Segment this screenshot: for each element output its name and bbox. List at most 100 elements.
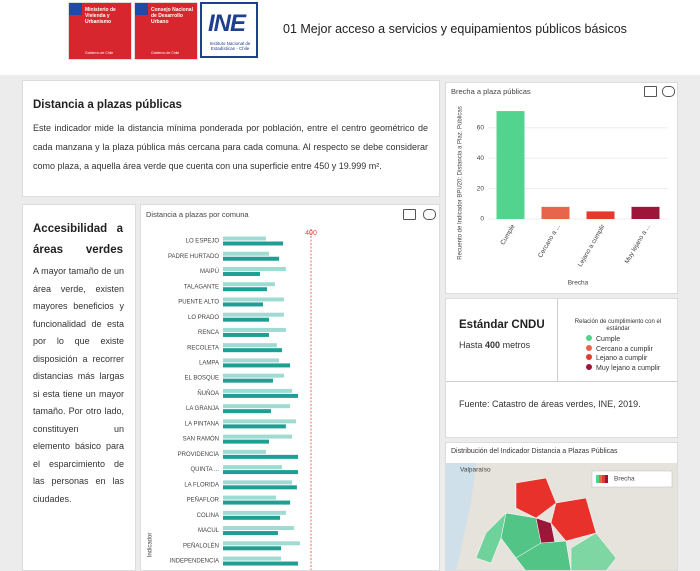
bar	[586, 211, 615, 219]
gap-panel: Brecha a plaza públicas 0 20 40 60 Cumple Cer…	[445, 82, 678, 294]
maximize-button[interactable]	[644, 86, 657, 97]
bar	[223, 526, 295, 531]
export-button[interactable]	[423, 209, 436, 220]
bar	[223, 419, 297, 424]
bar	[223, 236, 266, 241]
y-tick-label: ÑUÑOA	[197, 390, 219, 397]
bar	[223, 256, 280, 261]
bar	[223, 434, 293, 439]
legend-swatch	[586, 354, 592, 360]
bar	[223, 241, 284, 246]
bar	[223, 556, 282, 561]
y-tick-label: COLINA	[197, 513, 219, 519]
side-heading: Accesibilidad a áreas verdes	[33, 223, 123, 256]
logo-sub: Gobierno de Chile	[85, 51, 114, 55]
legend-swatch	[586, 335, 592, 341]
bar	[223, 327, 286, 332]
y-tick-label: MACUL	[198, 528, 220, 534]
y-tick-label: LAMPA	[199, 360, 219, 366]
bar	[223, 251, 269, 256]
legend-item: Lejano a cumplir	[586, 354, 660, 364]
y-tick-label: LA GRANJA	[186, 406, 219, 412]
logo-sub: Gobierno de Chile	[151, 51, 180, 55]
legend-label: Cercano a cumplir	[596, 345, 653, 353]
bar	[541, 206, 570, 219]
bar	[223, 424, 286, 429]
logo: Ministerio de Vivienda y Urbanismo Gobie…	[68, 2, 132, 60]
y-tick-label: LA FLORIDA	[184, 482, 219, 488]
y-tick-label: INDEPENDENCIA	[170, 559, 219, 565]
bar	[223, 287, 267, 292]
logo-sub: Instituto Nacional de Estadísticas - Chi…	[209, 41, 251, 51]
bar	[223, 378, 273, 383]
logo-name: Consejo Nacional de Desarrollo Urbano	[151, 7, 193, 25]
y-tick-label: RENCA	[198, 330, 219, 336]
legend-swatch	[586, 344, 592, 351]
intro-heading: Distancia a plazas públicas	[33, 99, 182, 111]
x-tick-label: Lejano a cumplir	[577, 223, 607, 269]
y-tick-label: PADRE HURTADO	[168, 254, 219, 260]
bar	[223, 312, 284, 317]
standard-heading: Estándar CNDU	[459, 319, 545, 331]
bar	[223, 546, 282, 551]
y-tick-label: 0	[480, 216, 484, 223]
logo: INE Instituto Nacional de Estadísticas -…	[200, 2, 258, 58]
bar	[223, 302, 264, 307]
y-axis-label: Recuento de Indicador BPU20: Distancia a…	[458, 106, 464, 259]
limit-prefix: Hasta	[459, 340, 483, 350]
y-tick-label: LO PRADO	[188, 315, 219, 321]
legend-label: Muy lejano a cumplir	[596, 364, 661, 372]
intro-text: Este indicador mide la distancia mínima …	[33, 123, 428, 171]
x-tick-label: Cumple	[499, 223, 516, 246]
x-tick-label: Cercano a ...	[537, 223, 562, 259]
commune-panel: Distancia a plazas por comuna LO ESPEJO P…	[140, 204, 440, 571]
y-tick-label: TALAGANTE	[184, 284, 219, 290]
source: Fuente: Catastro de áreas verdes, INE, 2…	[459, 399, 641, 409]
bar	[223, 358, 280, 363]
bar	[223, 480, 293, 485]
limit-unit: metros	[502, 340, 531, 350]
map-panel: Distribución del Indicador Distancia a P…	[445, 442, 678, 571]
standard-limit: Hasta 400 metros	[459, 340, 530, 350]
legend-item: Cercano a cumplir	[586, 344, 660, 355]
y-tick-label: PEÑAFLOR	[187, 497, 220, 504]
bar	[223, 388, 293, 393]
bar	[223, 409, 271, 414]
y-tick-label: 20	[477, 185, 485, 192]
y-axis-label: Indicador	[148, 533, 154, 558]
bar	[223, 531, 278, 536]
logo-name: Ministerio de Vivienda y Urbanismo	[85, 7, 116, 25]
bar	[223, 393, 299, 398]
chart-title: Distancia a plazas por comuna	[146, 210, 249, 219]
legend: Cumple Cercano a cumplir Lejano a cumplir M…	[586, 335, 660, 373]
bar	[223, 266, 286, 271]
reference-label: 400	[305, 230, 317, 237]
gap-chart: Brecha a plaza públicas 0 20 40 60 Cumple Cer…	[451, 87, 668, 287]
bar	[496, 111, 525, 219]
maximize-button[interactable]	[403, 209, 416, 220]
intro-panel: Distancia a plazas públicas Este indicad…	[22, 80, 440, 197]
bar	[223, 510, 286, 515]
map-title: Distribución del Indicador Distancia a P…	[451, 448, 618, 455]
legend-title: estándar	[606, 326, 630, 332]
legend-swatch	[586, 363, 592, 370]
map[interactable]: Brecha Valparaíso	[446, 463, 677, 571]
x-tick-label: Muy lejano a ...	[624, 223, 652, 265]
bar	[223, 495, 277, 500]
side-text: A mayor tamaño de un área verde, existen…	[33, 266, 124, 504]
bar	[223, 271, 260, 276]
y-tick-label: RECOLETA	[187, 345, 219, 351]
legend-title: Relación de cumplimiento con el	[574, 319, 662, 325]
y-tick-label: LA PINTANA	[185, 421, 219, 427]
map-place: Valparaíso	[460, 467, 491, 474]
page-title: 01 Mejor acceso a servicios y equipamien…	[283, 22, 627, 36]
export-button[interactable]	[662, 86, 675, 97]
bar	[223, 373, 284, 378]
bar	[223, 500, 291, 505]
bar	[223, 454, 299, 459]
bar	[223, 317, 269, 322]
legend-item: Muy lejano a cumplir	[586, 363, 661, 374]
bar	[223, 439, 269, 444]
standard-panel: Estándar CNDU Hasta 400 metros Relación …	[445, 298, 678, 438]
x-axis-label: Brecha	[568, 280, 589, 287]
